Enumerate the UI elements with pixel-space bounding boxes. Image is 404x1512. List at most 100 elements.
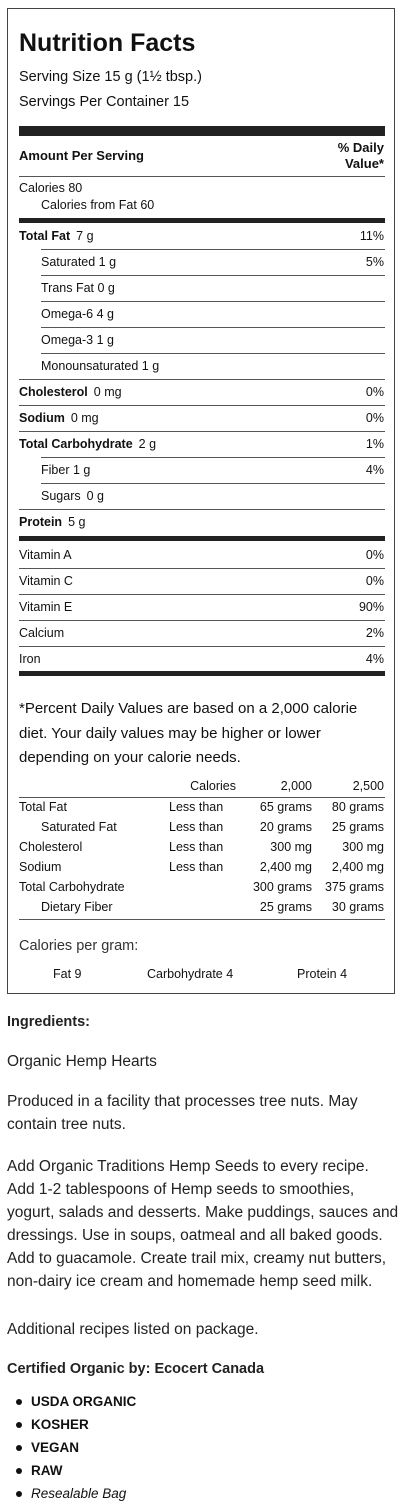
text-line: yogurt, salads and desserts. Make puddin… bbox=[7, 1204, 399, 1221]
divider-medium bbox=[19, 671, 385, 676]
dv-header-2500: 2,500 bbox=[352, 779, 384, 793]
divider bbox=[19, 176, 385, 177]
footnote-line: *Percent Daily Values are based on a 2,0… bbox=[19, 700, 358, 717]
nutrient-name: Trans Fat 0 g bbox=[41, 281, 115, 295]
nutrient-label: Protein 5 g bbox=[19, 515, 85, 529]
divider bbox=[19, 594, 385, 595]
text-line: Add 1-2 tablespoons of Hemp seeds to smo… bbox=[7, 1181, 355, 1198]
badge-label: KOSHER bbox=[31, 1417, 89, 1432]
daily-value-header-2: Value* bbox=[344, 156, 384, 171]
nutrient-label: Trans Fat 0 g bbox=[41, 281, 115, 295]
calories-from-fat: Calories from Fat 60 bbox=[41, 198, 155, 212]
dv-row-2500: 375 grams bbox=[324, 880, 384, 894]
nutrient-label: Total Carbohydrate 2 g bbox=[19, 437, 156, 451]
divider bbox=[19, 568, 385, 569]
nutrient-label: Saturated 1 g bbox=[41, 255, 116, 269]
divider-medium bbox=[19, 218, 385, 223]
badge-list: USDA ORGANIC KOSHER VEGAN RAW Resealable… bbox=[7, 1390, 136, 1505]
cpg-fat: Fat 9 bbox=[53, 967, 82, 981]
dv-row-2000: 65 grams bbox=[259, 800, 312, 814]
nutrient-name: Saturated 1 g bbox=[41, 255, 117, 269]
footnote: *Percent Daily Values are based on a 2,0… bbox=[19, 697, 357, 771]
nutrient-amount: 0 mg bbox=[70, 411, 99, 425]
dv-row-2500: 2,400 mg bbox=[331, 860, 384, 874]
vitamin-label: Vitamin A bbox=[19, 548, 72, 562]
dv-row-2500: 30 grams bbox=[331, 900, 384, 914]
panel-title: Nutrition Facts bbox=[19, 29, 196, 57]
badge-item: RAW bbox=[7, 1459, 136, 1482]
bullet-icon bbox=[16, 1491, 22, 1497]
divider bbox=[19, 379, 385, 380]
text-line: Add to guacamole. Create trail mix, crea… bbox=[7, 1250, 387, 1267]
nutrient-name: Sugars bbox=[41, 489, 81, 503]
badge-label: VEGAN bbox=[31, 1440, 80, 1455]
vitamin-daily-value: 2% bbox=[365, 626, 384, 640]
nutrient-label: Sodium 0 mg bbox=[19, 411, 99, 425]
vitamin-daily-value: 4% bbox=[365, 652, 384, 666]
nutrient-label: Fiber 1 g bbox=[41, 463, 90, 477]
vitamin-label: Iron bbox=[19, 652, 41, 666]
calories: Calories 80 bbox=[19, 181, 83, 195]
nutrient-label: Omega-3 1 g bbox=[41, 333, 114, 347]
nutrient-daily-value: 1% bbox=[365, 437, 384, 451]
servings-per-container: Servings Per Container 15 bbox=[19, 94, 190, 110]
badge-item: KOSHER bbox=[7, 1413, 136, 1436]
dv-row-2000: 300 mg bbox=[270, 840, 312, 854]
daily-value-header-1: % Daily bbox=[337, 140, 384, 155]
divider bbox=[19, 620, 385, 621]
divider bbox=[19, 405, 385, 406]
text-line: Add Organic Traditions Hemp Seeds to eve… bbox=[7, 1158, 369, 1175]
badge-item: VEGAN bbox=[7, 1436, 136, 1459]
nutrient-name: Cholesterol bbox=[19, 385, 88, 399]
divider bbox=[19, 919, 385, 920]
divider bbox=[41, 327, 385, 328]
dv-header-calories: Calories bbox=[190, 779, 236, 793]
dv-row-2000: 20 grams bbox=[259, 820, 312, 834]
badge-label: RAW bbox=[31, 1463, 63, 1478]
nutrient-name: Omega-3 1 g bbox=[41, 333, 114, 347]
dv-row-2000: 25 grams bbox=[259, 900, 312, 914]
ingredients-heading: Ingredients: bbox=[7, 1014, 90, 1030]
divider bbox=[19, 509, 385, 510]
dv-row-2500: 300 mg bbox=[342, 840, 384, 854]
dv-row-limit: Less than bbox=[169, 840, 224, 854]
nutrient-label: Total Fat 7 g bbox=[19, 229, 94, 243]
dv-row-label: Saturated Fat bbox=[41, 820, 117, 834]
additional-recipes: Additional recipes listed on package. bbox=[7, 1321, 259, 1338]
vitamin-daily-value: 90% bbox=[358, 600, 384, 614]
allergen-statement: Produced in a facility that processes tr… bbox=[7, 1090, 399, 1136]
ingredients-text: Organic Hemp Hearts bbox=[7, 1053, 157, 1070]
nutrition-facts-panel: Nutrition Facts Serving Size 15 g (1½ tb… bbox=[7, 8, 395, 994]
divider bbox=[41, 301, 385, 302]
nutrient-name: Total Carbohydrate bbox=[19, 437, 133, 451]
dv-row-2000: 300 grams bbox=[252, 880, 312, 894]
nutrient-amount: 0 mg bbox=[93, 385, 122, 399]
nutrient-daily-value: 4% bbox=[365, 463, 384, 477]
usage-paragraph: Add Organic Traditions Hemp Seeds to eve… bbox=[7, 1155, 399, 1293]
nutrient-name: Total Fat bbox=[19, 229, 71, 243]
divider bbox=[41, 275, 385, 276]
vitamin-label: Vitamin E bbox=[19, 600, 73, 614]
nutrient-label: Omega-6 4 g bbox=[41, 307, 114, 321]
dv-row-label: Dietary Fiber bbox=[41, 900, 113, 914]
nutrient-name: Monounsaturated 1 g bbox=[41, 359, 160, 373]
badge-item: USDA ORGANIC bbox=[7, 1390, 136, 1413]
nutrient-label: Monounsaturated 1 g bbox=[41, 359, 159, 373]
dv-row-label: Total Carbohydrate bbox=[19, 880, 125, 894]
nutrient-daily-value: 11% bbox=[359, 229, 384, 243]
dv-row-2500: 80 grams bbox=[331, 800, 384, 814]
calories-per-gram: Calories per gram: bbox=[19, 938, 139, 954]
divider bbox=[41, 249, 385, 250]
certified-organic: Certified Organic by: Ecocert Canada bbox=[7, 1361, 265, 1377]
text-line: contain tree nuts. bbox=[7, 1116, 126, 1133]
nutrient-name: Protein bbox=[19, 515, 63, 529]
cpg-carbohydrate: Carbohydrate 4 bbox=[147, 967, 234, 981]
nutrient-amount: 2 g bbox=[138, 437, 157, 451]
footnote-line: diet. Your daily values may be higher or… bbox=[19, 724, 321, 742]
dv-row-2500: 25 grams bbox=[331, 820, 384, 834]
nutrient-name: Omega-6 4 g bbox=[41, 307, 114, 321]
badge-item: Resealable Bag bbox=[7, 1482, 136, 1505]
dv-row-2000: 2,400 mg bbox=[259, 860, 312, 874]
dv-row-limit: Less than bbox=[169, 860, 224, 874]
nutrient-amount: 7 g bbox=[76, 229, 94, 243]
